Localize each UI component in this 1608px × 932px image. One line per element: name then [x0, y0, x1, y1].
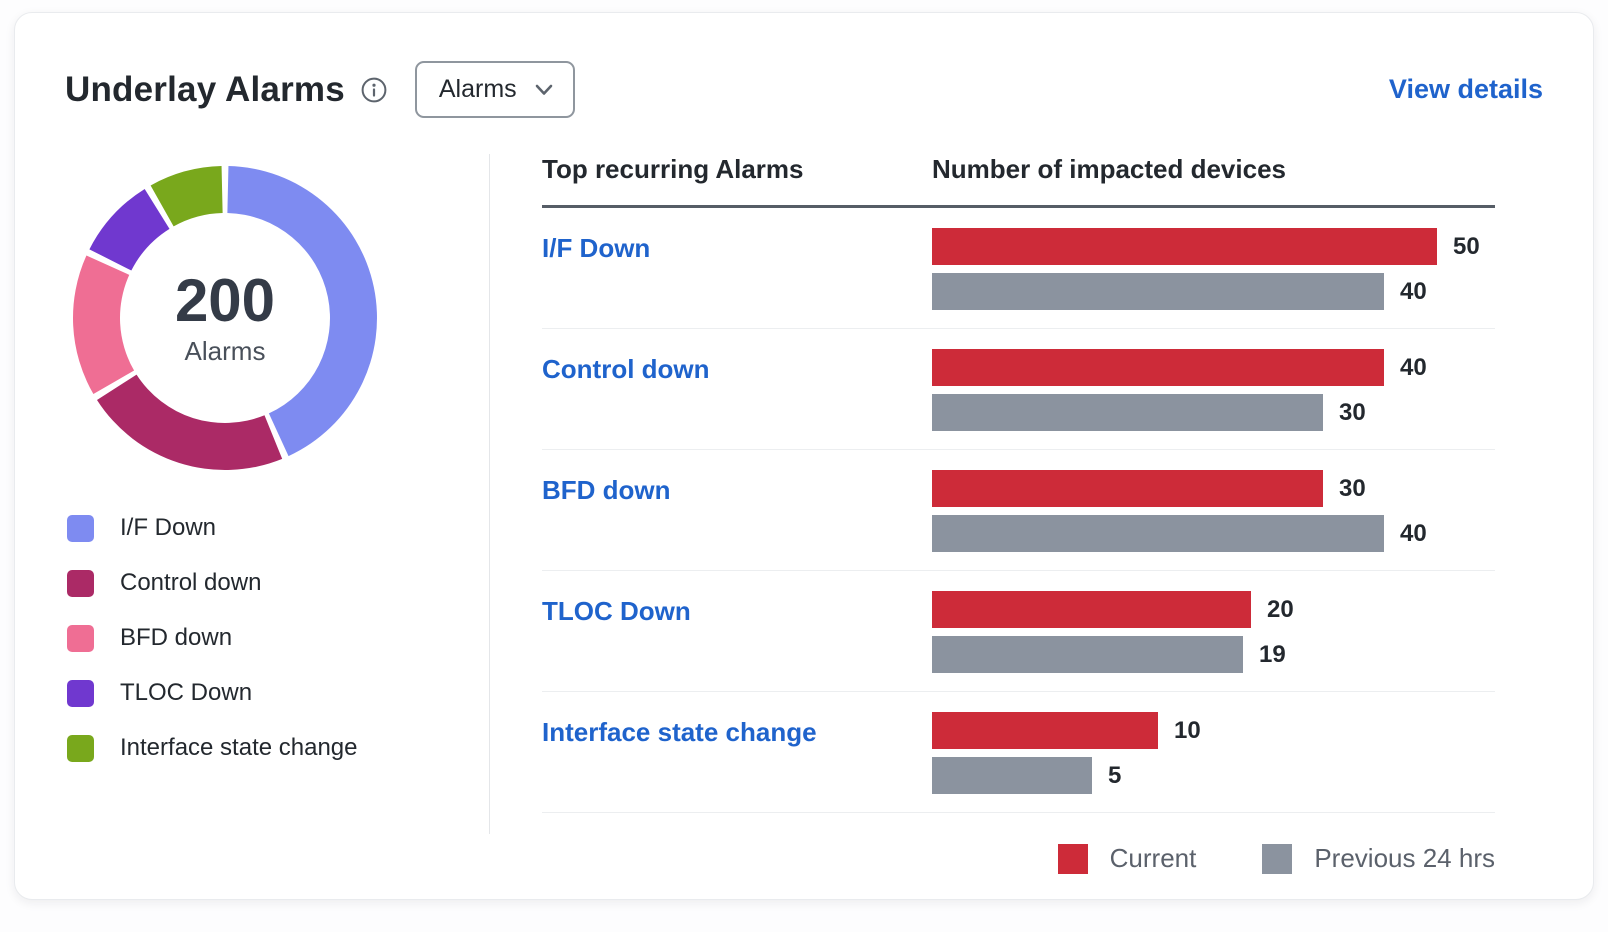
donut-svg: [72, 166, 377, 470]
alarm-link[interactable]: TLOC Down: [542, 596, 691, 626]
underlay-alarms-card: Underlay Alarms Alarms View details 200: [14, 12, 1594, 900]
card-header: Underlay Alarms Alarms View details: [15, 13, 1593, 118]
table-row: BFD down 30 40: [542, 450, 1495, 571]
previous-bar: [932, 273, 1384, 310]
previous-value: 19: [1259, 640, 1286, 668]
donut-segment: [150, 166, 223, 227]
current-bar: [932, 470, 1323, 507]
col-header-alarms: Top recurring Alarms: [542, 154, 804, 184]
card-body: 200 Alarms I/F Down Control down BFD dow…: [15, 154, 1593, 874]
legend-swatch: [67, 679, 94, 707]
bar-group: 50 40: [932, 228, 1495, 318]
previous-value: 40: [1400, 277, 1427, 305]
dropdown-selected-value: Alarms: [438, 75, 517, 103]
donut-legend: I/F Down Control down BFD down TLOC Down…: [67, 514, 439, 762]
current-legend-label: Current: [1109, 843, 1197, 873]
vertical-divider: [489, 154, 490, 834]
current-value: 40: [1400, 353, 1427, 381]
alarm-link[interactable]: BFD down: [542, 475, 671, 505]
donut-chart: 200 Alarms: [69, 162, 381, 474]
table-row: Control down 40 30: [542, 329, 1495, 450]
current-value: 10: [1174, 716, 1201, 744]
legend-swatch: [67, 514, 94, 542]
donut-segment: [96, 374, 283, 470]
legend-swatch: [67, 624, 94, 652]
previous-value: 40: [1400, 519, 1427, 547]
previous-legend-label: Previous 24 hrs: [1314, 843, 1495, 873]
previous-bar: [932, 636, 1243, 673]
legend-label: Interface state change: [120, 734, 358, 761]
current-bar: [932, 591, 1251, 628]
current-bar: [932, 228, 1437, 265]
alarms-table: Top recurring Alarms Number of impacted …: [490, 154, 1593, 874]
alarm-link[interactable]: Interface state change: [542, 717, 817, 747]
legend-label: BFD down: [120, 624, 233, 651]
current-bar: [932, 349, 1384, 386]
bar-group: 10 5: [932, 712, 1495, 802]
legend-item: TLOC Down: [67, 679, 439, 707]
view-details-link[interactable]: View details: [1388, 74, 1543, 104]
previous-value: 5: [1108, 761, 1122, 789]
legend-label: I/F Down: [120, 514, 217, 541]
donut-segment: [227, 166, 377, 457]
chevron-down-icon: [535, 84, 552, 95]
current-bar: [932, 712, 1158, 749]
donut-segment: [89, 188, 170, 271]
legend-item: Control down: [67, 569, 439, 597]
legend-label: Control down: [120, 569, 262, 596]
donut-section: 200 Alarms I/F Down Control down BFD dow…: [67, 154, 439, 834]
previous-bar: [932, 394, 1323, 431]
legend-swatch: [67, 734, 94, 762]
table-row: TLOC Down 20 19: [542, 571, 1495, 692]
legend-previous: Previous 24 hrs: [1262, 843, 1495, 874]
previous-swatch: [1262, 843, 1293, 874]
col-header-devices: Number of impacted devices: [932, 154, 1286, 184]
chart-legend: Current Previous 24 hrs: [542, 843, 1495, 874]
legend-item: I/F Down: [67, 514, 439, 542]
alarms-filter-dropdown[interactable]: Alarms: [414, 61, 575, 118]
previous-bar: [932, 757, 1092, 794]
info-icon[interactable]: [361, 77, 387, 103]
legend-swatch: [67, 569, 94, 597]
bar-group: 20 19: [932, 591, 1495, 681]
bar-group: 40 30: [932, 349, 1495, 439]
table-header: Top recurring Alarms Number of impacted …: [542, 154, 1495, 208]
page-title: Underlay Alarms: [65, 69, 345, 109]
alarm-link[interactable]: Control down: [542, 354, 710, 384]
legend-item: Interface state change: [67, 734, 439, 762]
table-row: Interface state change 10 5: [542, 692, 1495, 813]
current-value: 20: [1267, 595, 1294, 623]
previous-value: 30: [1339, 398, 1366, 426]
current-swatch: [1057, 843, 1088, 874]
donut-segment: [72, 255, 135, 395]
previous-bar: [932, 515, 1384, 552]
bar-group: 30 40: [932, 470, 1495, 560]
legend-label: TLOC Down: [120, 679, 253, 706]
legend-current: Current: [1057, 843, 1197, 874]
current-value: 50: [1453, 232, 1480, 260]
table-row: I/F Down 50 40: [542, 208, 1495, 329]
current-value: 30: [1339, 474, 1366, 502]
alarm-link[interactable]: I/F Down: [542, 233, 651, 263]
legend-item: BFD down: [67, 624, 439, 652]
